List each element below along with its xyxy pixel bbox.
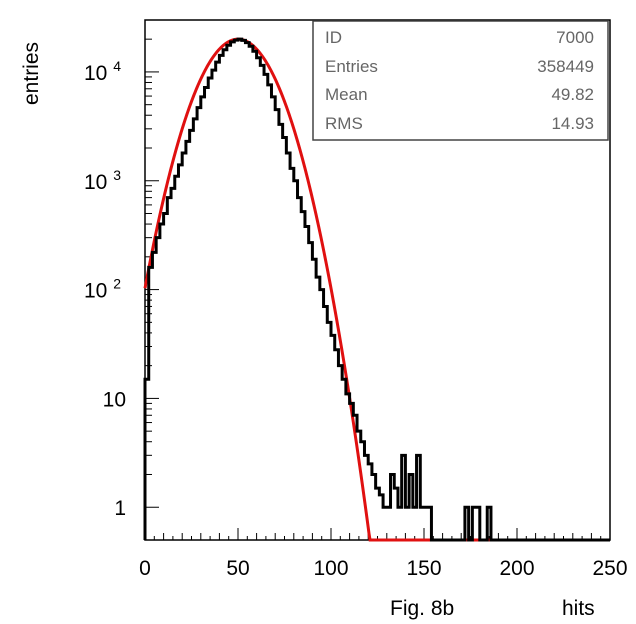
figure-caption: Fig. 8b — [390, 597, 454, 620]
stats-entries-label: Entries — [325, 57, 378, 76]
stats-id-value: 7000 — [556, 28, 594, 47]
stats-rms-label: RMS — [325, 114, 363, 133]
x-tick-label: 250 — [592, 557, 627, 580]
y-tick-label: 10 2 — [84, 276, 121, 303]
stats-mean-value: 49.82 — [551, 85, 594, 104]
y-tick-label: 10 — [103, 388, 126, 411]
x-tick-label: 200 — [499, 557, 534, 580]
histogram-layer — [143, 37, 610, 542]
x-tick-label: 50 — [226, 557, 249, 580]
stats-box-frame — [312, 20, 609, 141]
stats-box: ID 7000 Entries 358449 Mean 49.82 RMS 14… — [312, 20, 609, 141]
histogram-series — [143, 37, 610, 542]
x-axis-title: hits — [562, 597, 595, 620]
stats-mean-label: Mean — [325, 85, 368, 104]
y-tick-labels: 1 10 10 2 10 3 10 4 — [84, 58, 126, 520]
y-tick-label: 10 3 — [84, 167, 121, 194]
y-tick-label: 10 4 — [84, 58, 121, 85]
y-tick-label: 1 — [114, 497, 126, 520]
x-tick-label: 100 — [313, 557, 348, 580]
y-axis-title: entries — [20, 42, 43, 105]
stats-rms-value: 14.93 — [551, 114, 594, 133]
x-tick-label: 150 — [406, 557, 441, 580]
stats-entries-value: 358449 — [537, 57, 594, 76]
stats-id-label: ID — [325, 28, 342, 47]
x-tick-label: 0 — [139, 557, 151, 580]
x-tick-labels: 0 50 100 150 200 250 — [139, 557, 627, 580]
